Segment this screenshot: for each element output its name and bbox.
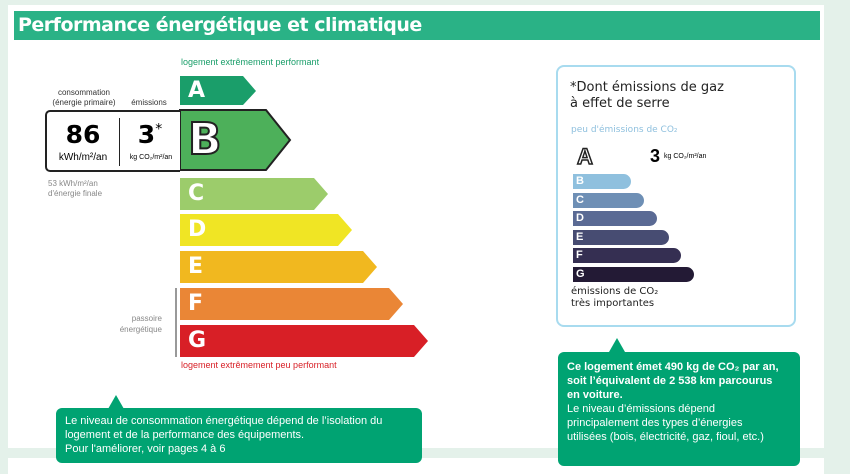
emissions-label: émissions [131,98,167,107]
energy-bar-f [180,288,403,320]
energy-bar-c [180,178,328,210]
tooltip-line: Le niveau de consommation énergétique dé… [65,415,383,427]
energy-bottom-label: logement extrêmement peu performant [181,360,337,370]
co2-bar-c: C [573,193,644,208]
co2-bottom-label-2: très importantes [571,298,655,309]
consumption-label: consommation [57,88,111,97]
energy-bar-a [180,76,256,105]
energy-tooltip: Le niveau de consommation énergétique dé… [56,408,422,463]
tooltip-line: logement et de la performance des équipe… [65,429,305,441]
co2-note-2: à effet de serre [570,96,670,111]
co2-tooltip: Ce logement émet 490 kg de CO₂ par an, s… [558,352,800,466]
tooltip-line: Le niveau d’émissions dépend [567,403,715,415]
energy-letter-f: F [188,291,204,316]
tooltip-line: en voiture. [567,389,623,401]
tooltip-line: utilisées (bois, électricité, gaz, fioul… [567,431,764,443]
tooltip-line: Ce logement émet 490 kg de CO₂ par an, [567,361,779,373]
co2-unit: kg CO₂/m²/an [664,153,707,160]
energy-letter-b: B [187,113,223,166]
tooltip-pointer-right [609,338,625,352]
energy-letter-e: E [188,254,204,279]
energy-letter-c: C [188,181,205,206]
tooltip-pointer-left [108,395,124,409]
co2-bar-f: F [573,248,681,263]
consumption-sub: (énergie primaire) [52,98,116,107]
energy-bar-b [179,109,292,171]
co2-value: 3 [650,146,661,166]
energy-bar-e [180,251,377,283]
co2-letter-a: A [576,143,593,170]
energy-letter-d: D [188,217,207,242]
page-title: Performance énergétique et climatique [14,11,820,40]
co2-bar-d: D [573,211,657,226]
emissions-value: 3 [137,120,156,149]
passoire-bracket [175,288,177,357]
tooltip-line: principalement des types d’énergies [567,417,743,429]
final-energy-value: 53 kWh/m²/an [48,179,98,188]
energy-letter-g: G [188,328,207,353]
energy-bar-g [180,325,428,357]
consumption-unit: kWh/m²/an [58,152,108,163]
co2-bar-b: B [573,174,631,189]
energy-bar-d [180,214,352,246]
passoire-label-1: passoire [131,314,162,323]
final-energy-label: d'énergie finale [48,189,103,198]
co2-bottom-label-1: émissions de CO₂ [571,286,659,297]
co2-bar-g: G [573,267,694,282]
emissions-star: * [155,121,163,138]
emissions-unit: kg CO₂/m²/an [129,154,173,161]
co2-note-1: *Dont émissions de gaz [570,80,724,95]
tooltip-line: Pour l'améliorer, voir pages 4 à 6 [65,443,226,455]
co2-top-label: peu d'émissions de CO₂ [571,125,678,135]
energy-info-box: 86 kWh/m²/an 3* kg CO₂/m²/an [45,110,180,172]
passoire-label-2: énergétique [119,325,162,334]
consumption-value: 86 [65,120,101,149]
energy-top-label: logement extrêmement performant [181,57,320,67]
divider [119,118,120,166]
tooltip-line: soit l’équivalent de 2 538 km parcourus [567,375,773,387]
energy-letter-a: A [188,78,206,103]
co2-bar-e: E [573,230,669,245]
